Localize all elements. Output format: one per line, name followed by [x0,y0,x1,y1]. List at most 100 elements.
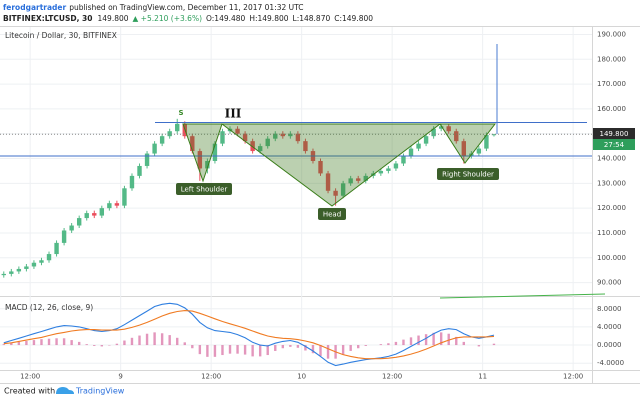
candle-body [325,173,331,191]
candle-body [333,190,338,196]
candle-body [401,156,406,164]
footer-text: Created with [4,387,55,396]
x-tick-label: 12:00 [382,373,402,381]
candle-body [152,143,157,154]
candle-body [16,268,22,272]
candle-body [431,128,436,137]
candle-body [114,203,120,206]
histogram-bar [274,345,277,351]
candle-body [54,242,59,255]
change: ▲ +5.210 (+3.6%) [133,14,203,23]
y-tick-label: 180.000 [597,55,626,63]
histogram-bar [409,337,413,346]
candle-body [348,178,353,184]
histogram-bar [492,343,496,346]
y-tick-label: 140.000 [597,155,626,163]
y-tick-label: 120.000 [597,204,626,212]
histogram-bar [402,339,405,346]
candle-body [288,133,293,137]
candle-body [92,213,97,216]
author[interactable]: ferodgartrader [3,3,66,12]
last-price-box [593,128,635,139]
published: published on TradingView.com, December 1… [69,3,303,12]
histogram-bar [394,341,398,346]
histogram-bar [213,345,217,357]
candle-body [212,143,218,161]
candle-body [340,183,346,196]
candle-body [24,266,29,269]
candle-body [99,208,105,216]
histogram-bar [85,344,88,346]
macd-trendline [439,293,606,299]
y-tick-label: 170.000 [597,80,626,88]
candle-body [363,175,368,181]
y-tick-label: 0.0000 [597,341,622,349]
candle-body [295,133,301,142]
wave-label: III [225,107,242,121]
candle-body [159,136,165,144]
histogram-bar [447,333,450,346]
histogram-bar [191,345,194,349]
histogram-bar [10,342,13,346]
y-tick-label: 160.000 [597,105,626,113]
y-tick-label: 4.0000 [597,323,622,331]
histogram-bar [62,338,66,346]
histogram-bar [183,342,186,346]
histogram-bar [2,344,5,346]
candle-body [205,161,210,169]
candle-body [318,161,323,174]
histogram-bar [145,333,149,346]
candle-body [107,203,112,209]
candle-body [386,168,391,171]
candle-body [167,131,172,137]
header-line: ferodgartrader published on TradingView.c… [3,3,304,12]
symbol: BITFINEX:LTCUSD, 30 [3,14,93,23]
candle-body [84,213,89,219]
histogram-bar [424,334,428,346]
candle-body [491,134,497,136]
candle-body [137,165,142,176]
histogram-bar [138,335,141,346]
candle-body [476,148,482,154]
candle-body [31,262,37,267]
histogram-bar [387,343,390,346]
histogram-bar [281,345,285,349]
open: O:149.480 [206,14,246,23]
histogram-bar [266,345,269,356]
histogram-bar [228,345,232,354]
candle-body [46,254,52,261]
histogram-bar [198,345,202,355]
histogram-bar [123,340,126,346]
candle-body [356,178,361,181]
candle-body [9,271,14,274]
candle-body [190,136,195,152]
x-tick-label: 12:00 [563,373,583,381]
drawings: S III Left Shoulder Head Right Shoulder [0,44,606,299]
histogram-bar [251,345,254,357]
histogram-bar [477,345,481,347]
y-tick-label: 190.000 [597,30,626,38]
histogram-bar [77,341,81,346]
candle-body [144,153,150,166]
countdown-box [593,139,635,150]
head-label: Head [323,211,341,219]
label-box [318,208,346,220]
histogram-bar [311,345,315,354]
histogram-bar [326,345,330,359]
histogram-bar [462,341,465,346]
histogram-bar [25,340,28,346]
x-tick-label: 11 [478,373,487,381]
histogram-bar [47,338,51,346]
y-tick-label: 130.000 [597,179,626,187]
candle-body [242,133,248,142]
candle-body [76,218,82,226]
footer-brand[interactable]: TradingView [75,387,125,396]
candle-body [423,136,429,144]
histogram-bar [100,345,104,347]
histogram-bar [160,333,164,346]
right-shoulder-label: Right Shoulder [442,171,494,179]
logo [56,387,74,394]
candle-body [484,134,489,149]
